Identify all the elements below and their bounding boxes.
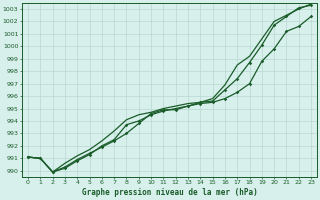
- X-axis label: Graphe pression niveau de la mer (hPa): Graphe pression niveau de la mer (hPa): [82, 188, 257, 197]
